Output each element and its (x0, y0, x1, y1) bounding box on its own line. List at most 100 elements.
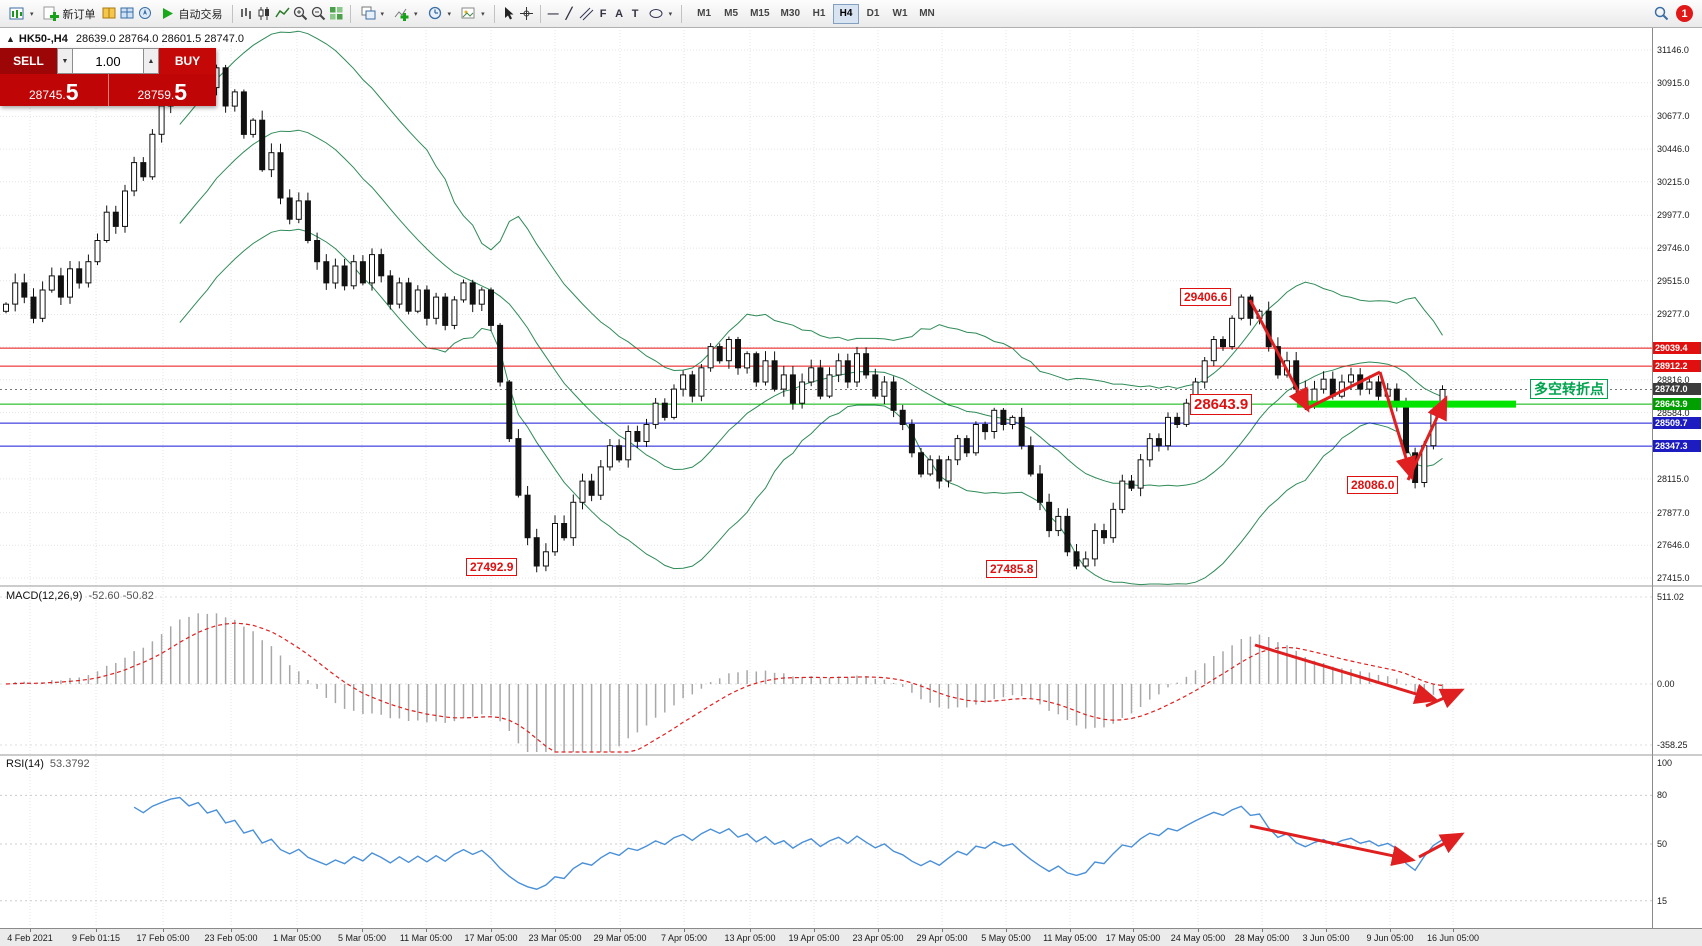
timeframe-h1[interactable]: H1 (806, 4, 832, 24)
buy-price-pip: 5 (174, 79, 187, 105)
sell-button[interactable]: SELL (0, 48, 57, 74)
cascade-windows-button[interactable]: ▾ (356, 2, 389, 26)
chart-canvas[interactable] (0, 28, 1702, 928)
new-order-button[interactable]: 新订单 (39, 2, 100, 26)
toolbar-separator (231, 4, 233, 23)
toolbar-separator (493, 4, 495, 23)
rsi-value: 53.3792 (49, 758, 90, 770)
toolbar-separator (539, 4, 541, 23)
new-order-icon (43, 5, 60, 22)
tile-windows-icon[interactable] (328, 5, 345, 22)
time-axis-tick (163, 929, 164, 932)
new-order-label: 新订单 (62, 8, 96, 21)
sell-price-pip: 5 (65, 79, 79, 105)
time-axis-label: 17 Mar 05:00 (464, 933, 518, 943)
time-axis[interactable]: 4 Feb 2021 9 Feb 01:15 17 Feb 05:00 23 Feb … (0, 928, 1702, 946)
timeframe-mn[interactable]: MN (914, 4, 940, 24)
time-axis-label: 29 Apr 05:00 (916, 933, 968, 943)
line-chart-icon[interactable] (274, 5, 291, 22)
time-axis-tick (491, 929, 492, 932)
toolbar-separator (681, 4, 683, 23)
buy-price[interactable]: 28759. 5 (109, 74, 217, 106)
market-watch-icon[interactable] (101, 5, 118, 22)
sell-price[interactable]: 28745. 5 (0, 74, 109, 106)
navigator-icon[interactable] (137, 5, 154, 22)
time-axis-label: 1 Mar 05:00 (272, 933, 322, 943)
time-axis-label: 23 Apr 05:00 (852, 933, 904, 943)
timeframe-w1[interactable]: W1 (887, 4, 913, 24)
indicators-button[interactable]: ▾ (389, 2, 422, 26)
time-axis-tick (231, 929, 232, 932)
clock-icon (427, 5, 444, 22)
time-axis-tick (1453, 929, 1454, 932)
time-axis-label: 24 May 05:00 (1170, 933, 1226, 943)
collapse-panel-arrow[interactable]: ▲ (6, 34, 15, 44)
channel-tool-icon[interactable] (578, 5, 595, 22)
chevron-down-icon: ▾ (447, 10, 452, 18)
time-axis-label: 16 Jun 05:00 (1426, 933, 1480, 943)
templates-button[interactable]: ▾ (456, 2, 489, 26)
buy-button[interactable]: BUY (159, 48, 216, 74)
data-window-icon[interactable] (119, 5, 136, 22)
time-axis-label: 29 Mar 05:00 (593, 933, 647, 943)
autotrading-play-icon (159, 5, 176, 22)
autotrading-button[interactable]: 自动交易 (155, 2, 227, 26)
volume-increase-button[interactable]: ▲ (143, 48, 159, 74)
time-axis-tick (96, 929, 97, 932)
label-tool[interactable]: T (631, 7, 639, 20)
notification-badge[interactable]: 1 (1676, 5, 1693, 22)
time-axis-label: 9 Feb 01:15 (71, 933, 121, 943)
time-axis-label: 28 May 05:00 (1234, 933, 1290, 943)
macd-label: MACD(12,26,9) -52.60 -50.82 (6, 590, 154, 602)
crosshair-icon[interactable] (518, 5, 535, 22)
time-axis-label: 11 Mar 05:00 (399, 933, 453, 943)
shapes-icon (648, 5, 665, 22)
toolbar-right-group: 1 (1653, 5, 1697, 22)
time-axis-tick (1390, 929, 1391, 932)
volume-decrease-button[interactable]: ▼ (57, 48, 73, 74)
top-toolbar: ▾ 新订单 自动交易 ▾ ▾ ▾ ▾ — ╱ F A T ▾ M1 M5 M15 M3… (0, 0, 1702, 28)
timeframe-m1[interactable]: M1 (691, 4, 717, 24)
cursor-icon[interactable] (500, 5, 517, 22)
text-tool[interactable]: A (615, 7, 624, 20)
time-axis-label: 23 Mar 05:00 (528, 933, 582, 943)
timeframe-m5[interactable]: M5 (718, 4, 744, 24)
toolbar-separator (349, 4, 351, 23)
cascade-windows-icon (360, 5, 377, 22)
rsi-label: RSI(14) 53.3792 (6, 758, 90, 770)
zoom-in-icon[interactable] (292, 5, 309, 22)
chevron-down-icon: ▾ (481, 10, 485, 18)
time-axis-label: 5 Mar 05:00 (337, 933, 387, 943)
new-chart-button[interactable]: ▾ (5, 2, 38, 26)
sell-price-main: 28745. (29, 88, 66, 102)
time-axis-tick (1326, 929, 1327, 932)
symbol-period: HK50-,H4 (18, 33, 68, 45)
periods-button[interactable]: ▾ (423, 2, 456, 26)
volume-input[interactable] (73, 48, 143, 74)
time-axis-tick (684, 929, 685, 932)
one-click-trading-panel: SELL ▼ ▲ BUY 28745.5 28759.5 (0, 48, 216, 106)
time-axis-label: 17 Feb 05:00 (136, 933, 190, 943)
timeframe-h4[interactable]: H4 (833, 3, 859, 24)
trendline-tool[interactable]: ╱ (565, 8, 573, 20)
indicators-icon (393, 5, 410, 22)
chart-title: ▲ HK50-,H4 28639.0 28764.0 28601.5 28747.0 (6, 33, 244, 45)
timeframe-d1[interactable]: D1 (860, 4, 886, 24)
horizontal-line-tool[interactable]: — (547, 7, 559, 20)
candlestick-chart-icon[interactable] (256, 5, 273, 22)
template-image-icon (460, 5, 477, 22)
time-axis-label: 4 Feb 2021 (7, 933, 53, 943)
timeframe-m30[interactable]: M30 (776, 4, 805, 24)
fibonacci-tool[interactable]: F (599, 7, 607, 20)
bar-chart-icon[interactable] (238, 5, 255, 22)
price-axis[interactable] (1652, 28, 1702, 928)
chevron-down-icon: ▾ (414, 10, 418, 18)
time-axis-tick (1070, 929, 1071, 932)
time-axis-label: 19 Apr 05:00 (788, 933, 840, 943)
zoom-out-icon[interactable] (310, 5, 327, 22)
autotrading-label: 自动交易 (178, 8, 223, 21)
shapes-button[interactable]: ▾ (644, 2, 677, 26)
search-icon[interactable] (1653, 5, 1670, 22)
timeframe-m15[interactable]: M15 (745, 4, 774, 24)
time-axis-tick (1133, 929, 1134, 932)
